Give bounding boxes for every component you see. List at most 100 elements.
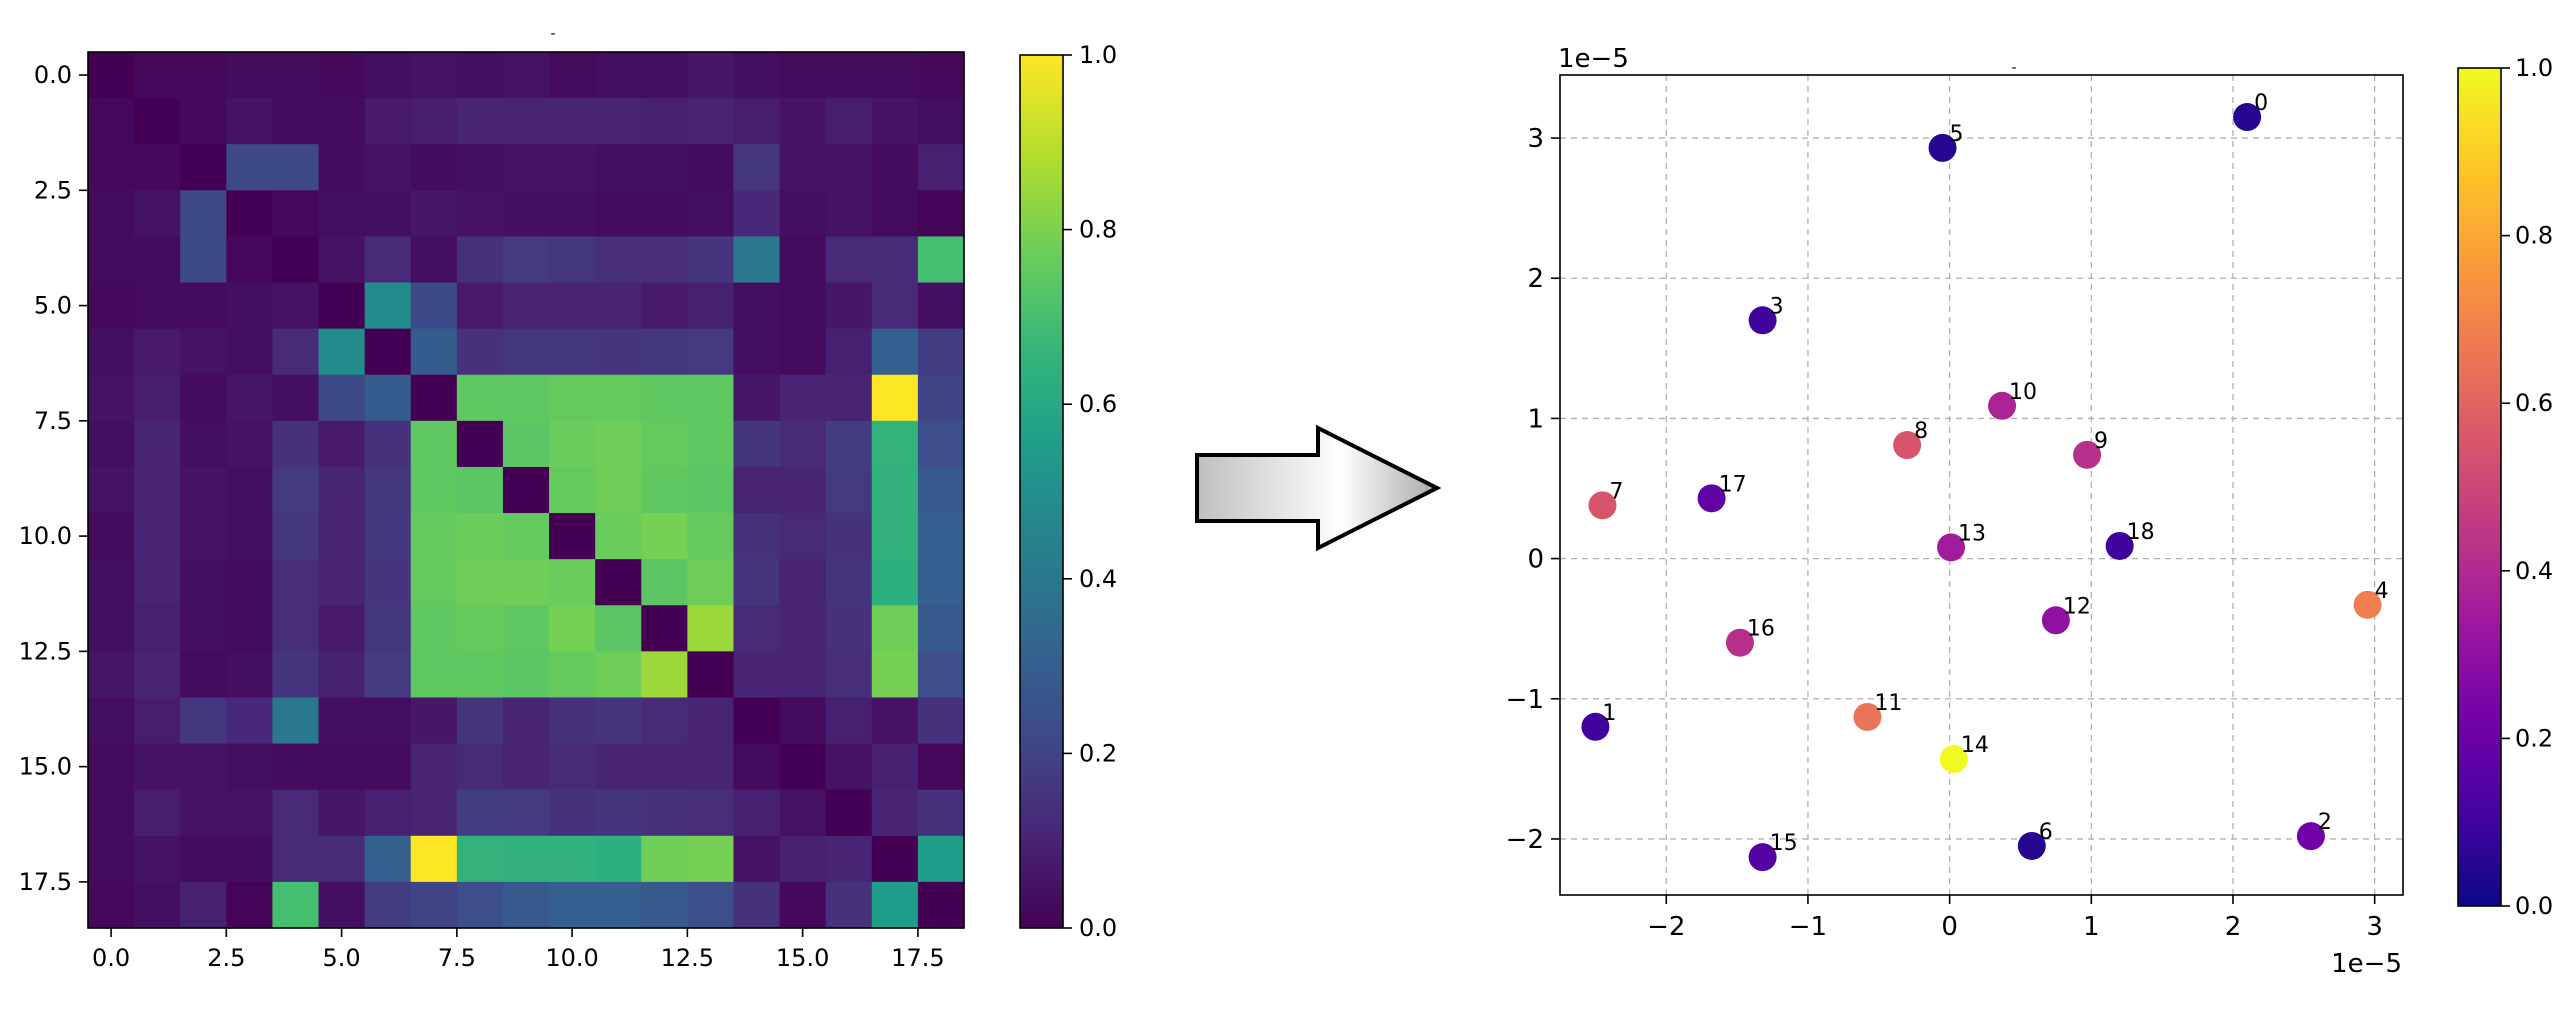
heatmap-cell — [687, 559, 735, 606]
heatmap-cell — [226, 466, 274, 514]
scatter-title: - — [2011, 60, 2016, 76]
heatmap-cell — [641, 190, 688, 238]
heatmap-cell — [318, 605, 366, 652]
heatmap-cell — [410, 144, 458, 191]
heatmap-cell — [549, 789, 596, 837]
heatmap-cell — [180, 98, 227, 145]
heatmap-cell — [917, 420, 965, 468]
heatmap-cell — [871, 236, 919, 284]
heatmap-cell — [595, 651, 642, 699]
heatmap-cell — [318, 466, 366, 514]
heatmap-cell — [871, 513, 919, 560]
heatmap-cell — [456, 466, 504, 514]
heatmap-cell — [549, 835, 596, 883]
scatter-colorbar-tick-label: 0.0 — [2515, 892, 2553, 920]
heatmap-cell — [456, 835, 504, 883]
heatmap-cell — [825, 835, 873, 883]
heatmap-cell — [272, 559, 320, 606]
heatmap-colorbar-tick-label: 0.2 — [1079, 739, 1117, 767]
heatmap-cell — [134, 144, 181, 191]
scatter-point-label: 16 — [1747, 617, 1775, 642]
heatmap-cell — [825, 697, 873, 745]
heatmap-cell — [318, 52, 366, 99]
heatmap-cell — [226, 328, 274, 376]
heatmap-cell — [733, 466, 781, 514]
heatmap-cell — [410, 789, 458, 837]
heatmap-cell — [226, 236, 274, 284]
heatmap-cell — [641, 789, 688, 837]
heatmap-cell — [549, 466, 596, 514]
heatmap-cell — [364, 190, 412, 238]
heatmap-colorbar-tick-label: 0.4 — [1079, 565, 1117, 593]
scatter-x-axis: −2 −1 0 1 2 3 — [1647, 895, 2383, 942]
heatmap-cell — [226, 789, 274, 837]
heatmap-cell — [318, 328, 366, 376]
heatmap-cell — [687, 743, 735, 791]
scatter-frame — [1559, 74, 2404, 896]
scatter-grid — [1560, 75, 2403, 895]
heatmap-colorbar-tick-label: 0.0 — [1079, 914, 1117, 942]
scatter-colorbar-tick-label: 1.0 — [2515, 54, 2553, 82]
heatmap-cell — [88, 328, 135, 376]
heatmap-cell — [180, 559, 227, 606]
heatmap-cell — [318, 697, 366, 745]
scatter-point — [2017, 831, 2046, 860]
heatmap-cell — [825, 52, 873, 99]
heatmap-cell — [733, 835, 781, 883]
scatter-point-label: 14 — [1961, 733, 1989, 758]
heatmap-cell — [595, 374, 642, 422]
heatmap-cell — [733, 697, 781, 745]
heatmap-cell — [88, 881, 135, 929]
heatmap-cell — [641, 98, 688, 145]
heatmap-cell — [502, 144, 550, 191]
heatmap-cell — [917, 697, 965, 745]
heatmap-cell — [226, 52, 274, 99]
heatmap-cell — [410, 881, 458, 929]
heatmap-cell — [180, 328, 227, 376]
heatmap-cell — [272, 282, 320, 330]
heatmap-cell — [871, 190, 919, 238]
scatter-point-label: 17 — [1719, 472, 1747, 497]
heatmap-cell — [134, 881, 181, 929]
heatmap-cell — [779, 466, 827, 514]
heatmap-cell — [825, 789, 873, 837]
heatmap-cell — [272, 605, 320, 652]
heatmap-cell — [134, 52, 181, 99]
heatmap-cell — [226, 98, 274, 145]
heatmap-cell — [364, 282, 412, 330]
heatmap-cell — [318, 789, 366, 837]
heatmap-cell — [180, 282, 227, 330]
scatter-x-tick-label: 0 — [1941, 912, 1958, 942]
heatmap-cell — [549, 374, 596, 422]
heatmap-cell — [871, 697, 919, 745]
heatmap-y-tick-label: 2.5 — [34, 176, 72, 204]
heatmap-cell — [226, 513, 274, 560]
heatmap-y-tick-label: 5.0 — [34, 292, 72, 320]
heatmap-cell — [917, 789, 965, 837]
heatmap-cell — [595, 282, 642, 330]
heatmap-cell — [687, 835, 735, 883]
heatmap-y-tick-label: 10.0 — [19, 522, 72, 550]
heatmap-y-tick-label: 0.0 — [34, 61, 72, 89]
heatmap-colorbar-tick-label: 0.8 — [1079, 216, 1117, 244]
heatmap-cell — [825, 881, 873, 929]
scatter-point-label: 0 — [2254, 91, 2268, 116]
scatter-point — [2041, 606, 2070, 635]
heatmap-cell — [364, 605, 412, 652]
heatmap-cell — [595, 420, 642, 468]
heatmap-cell — [502, 98, 550, 145]
heatmap-cell — [733, 52, 781, 99]
heatmap-cell — [502, 789, 550, 837]
heatmap-cell — [502, 697, 550, 745]
heatmap-cell — [180, 420, 227, 468]
heatmap-cell — [226, 605, 274, 652]
heatmap-cell — [641, 835, 688, 883]
heatmap-cell — [641, 651, 688, 699]
heatmap-cell — [871, 420, 919, 468]
heatmap-cell — [733, 743, 781, 791]
heatmap-cell — [318, 374, 366, 422]
scatter-point — [1928, 133, 1957, 162]
heatmap-y-tick-label: 17.5 — [19, 868, 72, 896]
scatter-point-label: 10 — [2009, 380, 2037, 405]
heatmap-cell — [641, 374, 688, 422]
